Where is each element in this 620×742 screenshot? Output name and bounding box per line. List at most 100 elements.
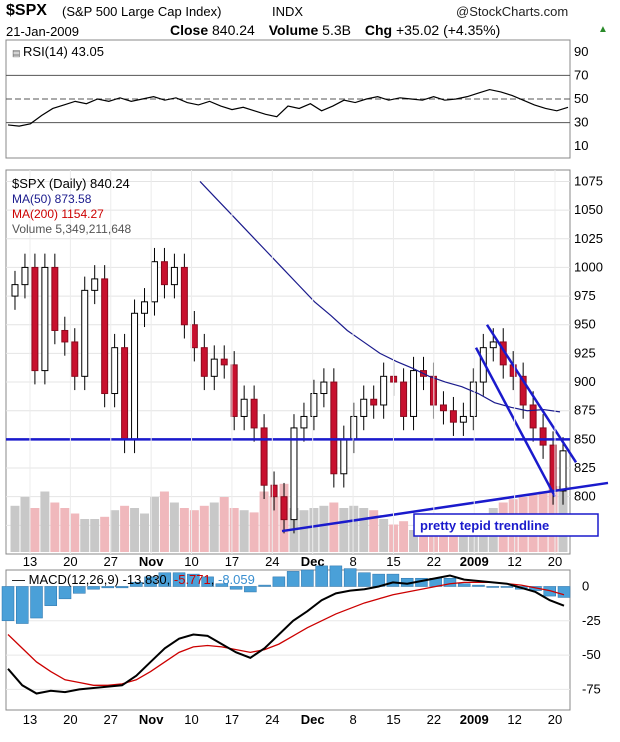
macd-x-label: 13 bbox=[23, 712, 37, 727]
price-tick-950: 950 bbox=[574, 317, 596, 332]
rsi-tick-10: 10 bbox=[574, 138, 588, 153]
price-tick-925: 925 bbox=[574, 345, 596, 360]
candle bbox=[190, 324, 198, 349]
macd-histogram-bar bbox=[101, 586, 115, 589]
macd-histogram-bar bbox=[543, 586, 556, 597]
legend-ma200: MA(200) 1154.27 bbox=[12, 207, 104, 221]
price-tick-1000: 1000 bbox=[574, 259, 603, 274]
price-tick-850: 850 bbox=[574, 431, 596, 446]
volume-bar bbox=[249, 512, 259, 552]
macd-histogram-bar bbox=[386, 573, 400, 587]
macd-signal-line bbox=[7, 581, 565, 686]
volume-bar bbox=[379, 519, 389, 552]
macd-histogram-bar bbox=[301, 569, 314, 587]
price-x-label: 8 bbox=[349, 554, 356, 569]
volume-bar bbox=[269, 497, 279, 552]
macd-histogram-bar bbox=[500, 586, 514, 588]
volume-bar bbox=[20, 497, 30, 552]
macd-histogram-bar bbox=[73, 586, 86, 594]
volume-bar bbox=[299, 510, 309, 552]
macd-x-label: 22 bbox=[427, 712, 441, 727]
candle bbox=[240, 398, 248, 417]
candle bbox=[459, 415, 467, 423]
candle bbox=[320, 381, 328, 395]
close-value: 840.24 bbox=[212, 22, 255, 38]
channel-upper-line bbox=[485, 324, 578, 463]
macd-x-label: 8 bbox=[349, 712, 356, 727]
macd-histogram-bar bbox=[44, 586, 58, 606]
candle bbox=[41, 266, 49, 372]
volume-bar bbox=[399, 521, 409, 552]
price-x-label: 27 bbox=[104, 554, 118, 569]
candle bbox=[81, 289, 89, 377]
macd-x-label: 15 bbox=[386, 712, 400, 727]
price-tick-875: 875 bbox=[574, 403, 596, 418]
price-x-label: Nov bbox=[139, 554, 164, 569]
macd-histogram-bar bbox=[1, 586, 15, 622]
volume-label: Volume bbox=[268, 22, 319, 38]
candle bbox=[111, 347, 119, 395]
chg-value: +35.02 (+4.35%) bbox=[395, 22, 501, 38]
rsi-layer: 90 70 50 30 10 bbox=[6, 44, 588, 153]
rising-trendline bbox=[281, 481, 609, 533]
chart-date: 21-Jan-2009 bbox=[6, 24, 79, 39]
macd-histogram-bar bbox=[358, 572, 371, 587]
volume-bar bbox=[130, 508, 140, 552]
macd-tick--50: -50 bbox=[582, 647, 601, 662]
volume-bar bbox=[159, 491, 169, 552]
price-x-label: 17 bbox=[225, 554, 239, 569]
volume-bar bbox=[458, 523, 468, 552]
legend-volume: Volume 5,349,211,648 bbox=[12, 222, 132, 236]
volume-bar bbox=[229, 508, 239, 552]
rsi-tick-90: 90 bbox=[574, 44, 588, 59]
rsi-tick-30: 30 bbox=[574, 115, 588, 130]
price-x-label: 2009 bbox=[460, 554, 489, 569]
rsi-line bbox=[7, 88, 569, 127]
volume-bar bbox=[179, 508, 189, 552]
volume-bar bbox=[60, 508, 70, 552]
candle bbox=[489, 341, 497, 349]
candle bbox=[340, 438, 348, 475]
price-x-label: 20 bbox=[548, 554, 562, 569]
candle bbox=[300, 415, 308, 429]
price-tick-900: 900 bbox=[574, 374, 596, 389]
macd-histogram-bar bbox=[187, 573, 200, 587]
candle bbox=[250, 398, 258, 429]
volume-bar bbox=[50, 502, 60, 552]
candle bbox=[330, 381, 338, 475]
price-tick-1075: 1075 bbox=[574, 173, 603, 188]
rsi-title: ▤ RSI(14) 43.05 bbox=[12, 44, 104, 59]
candle bbox=[31, 266, 39, 372]
price-x-label: 24 bbox=[265, 554, 279, 569]
macd-histogram-bar bbox=[87, 586, 100, 590]
macd-histogram-bar bbox=[329, 565, 343, 587]
macd-x-label: 10 bbox=[184, 712, 198, 727]
macd-histogram-bar bbox=[215, 583, 229, 587]
candle bbox=[71, 341, 79, 377]
macd-histogram-bar bbox=[130, 582, 143, 587]
volume-bar bbox=[339, 508, 349, 552]
macd-histogram-bar bbox=[158, 572, 172, 587]
candle bbox=[200, 347, 208, 377]
channel-lower-line bbox=[474, 347, 557, 498]
volume-bar bbox=[209, 502, 219, 552]
candle bbox=[170, 266, 178, 286]
trendline-annotation-box bbox=[413, 513, 599, 537]
macd-histogram-bar bbox=[443, 577, 457, 587]
exchange-label: INDX bbox=[272, 4, 304, 19]
candle bbox=[121, 347, 129, 440]
volume-bar bbox=[219, 497, 229, 552]
volume-bar bbox=[40, 491, 50, 552]
volume-value: 5.3B bbox=[322, 22, 351, 38]
candle bbox=[21, 266, 29, 286]
candle bbox=[280, 496, 288, 521]
price-x-label: 10 bbox=[184, 554, 198, 569]
candle bbox=[11, 284, 19, 297]
candle bbox=[270, 484, 278, 498]
volume-bar bbox=[409, 530, 419, 552]
volume-bar bbox=[169, 502, 179, 552]
macd-histogram-bar bbox=[172, 572, 186, 587]
volume-bar bbox=[149, 497, 159, 552]
price-tick-825: 825 bbox=[574, 460, 596, 475]
macd-layer: 0 -25 -50 -75 13 20 27 Nov 10 17 24 Dec 8 15 22 2009 12 2… bbox=[1, 565, 601, 727]
